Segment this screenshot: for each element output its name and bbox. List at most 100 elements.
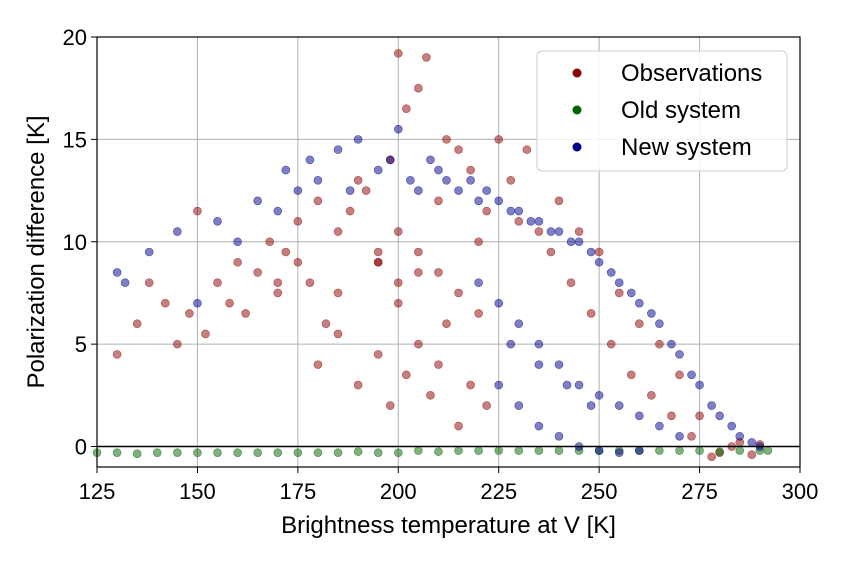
data-point xyxy=(655,339,664,349)
series-1 xyxy=(92,446,773,458)
data-point xyxy=(305,155,315,165)
data-point xyxy=(353,447,363,456)
data-point xyxy=(667,339,676,349)
data-point xyxy=(313,176,323,185)
y-tick-label: 15 xyxy=(63,127,87,152)
y-tick-label: 10 xyxy=(63,230,87,255)
data-point xyxy=(434,268,443,277)
data-point xyxy=(574,380,584,390)
data-point xyxy=(747,450,757,460)
data-point xyxy=(273,206,283,216)
tick-labels: 125 150 175 200 225 250 275 300 0 5 10 15 20 xyxy=(63,25,819,504)
data-point xyxy=(466,380,475,390)
data-point xyxy=(655,421,664,431)
data-point xyxy=(193,298,202,308)
data-point xyxy=(132,449,142,458)
data-point xyxy=(687,370,696,380)
data-point xyxy=(393,448,403,457)
data-point xyxy=(313,196,323,206)
data-point xyxy=(534,339,544,349)
data-point xyxy=(606,268,616,277)
data-point xyxy=(414,268,423,277)
data-point xyxy=(586,401,596,410)
data-point xyxy=(434,196,443,206)
data-point xyxy=(333,448,343,457)
data-point xyxy=(333,288,343,298)
data-point xyxy=(213,216,222,226)
data-point xyxy=(655,319,664,328)
data-point xyxy=(414,186,423,195)
data-point xyxy=(373,165,383,175)
data-point xyxy=(402,104,411,113)
data-point xyxy=(695,446,704,455)
legend-label: New system xyxy=(621,134,752,161)
data-point xyxy=(574,237,584,247)
data-point xyxy=(293,216,303,226)
data-point xyxy=(474,278,483,288)
data-point xyxy=(735,431,745,441)
data-point xyxy=(554,196,564,206)
x-axis-label: Brightness temperature at V [K] xyxy=(281,512,616,539)
x-tick-label: 250 xyxy=(581,479,618,504)
data-point xyxy=(426,155,435,165)
data-point xyxy=(333,145,343,154)
data-point xyxy=(112,268,122,277)
data-point xyxy=(313,360,323,369)
data-point xyxy=(534,446,544,455)
data-point xyxy=(402,370,411,380)
data-point xyxy=(506,206,516,216)
data-point xyxy=(735,446,745,455)
data-point xyxy=(514,319,524,328)
legend-marker xyxy=(572,105,582,115)
data-point xyxy=(426,391,435,400)
data-point xyxy=(414,446,423,455)
legend-marker xyxy=(572,68,582,78)
data-point xyxy=(675,431,684,441)
legend-label: Old system xyxy=(621,97,741,124)
data-point xyxy=(574,227,584,236)
data-point xyxy=(414,247,423,257)
x-tick-label: 275 xyxy=(681,479,718,504)
data-point xyxy=(614,288,624,298)
data-point xyxy=(333,329,343,339)
data-point xyxy=(566,278,576,288)
data-point xyxy=(434,447,443,456)
data-point xyxy=(305,278,315,288)
data-point xyxy=(534,421,544,431)
data-point xyxy=(373,350,383,359)
data-point xyxy=(293,257,303,267)
data-point xyxy=(687,431,696,441)
data-point xyxy=(373,257,383,267)
data-point xyxy=(345,206,355,216)
data-point xyxy=(454,145,463,154)
data-point xyxy=(494,196,504,206)
data-point xyxy=(112,448,122,457)
data-point xyxy=(393,124,403,134)
data-point xyxy=(606,339,616,349)
data-point xyxy=(160,298,170,308)
data-point xyxy=(675,350,684,359)
data-point xyxy=(213,278,222,288)
series-0 xyxy=(112,49,765,462)
data-point xyxy=(635,446,644,455)
data-point xyxy=(434,165,443,175)
data-point xyxy=(393,227,403,236)
data-point xyxy=(534,360,544,369)
data-point xyxy=(534,216,544,226)
data-point xyxy=(586,247,596,257)
data-point xyxy=(675,446,684,455)
data-point xyxy=(373,247,383,257)
data-point xyxy=(474,446,483,455)
data-point xyxy=(715,447,724,456)
data-point xyxy=(506,176,516,185)
data-point xyxy=(494,380,504,390)
data-point xyxy=(373,448,383,457)
y-tick-label: 20 xyxy=(63,25,87,50)
data-point xyxy=(193,206,202,216)
data-point xyxy=(647,391,656,400)
data-point xyxy=(626,370,636,380)
series-2 xyxy=(112,124,765,457)
data-point xyxy=(454,421,463,431)
legend-box xyxy=(536,50,788,172)
data-point xyxy=(594,446,604,455)
